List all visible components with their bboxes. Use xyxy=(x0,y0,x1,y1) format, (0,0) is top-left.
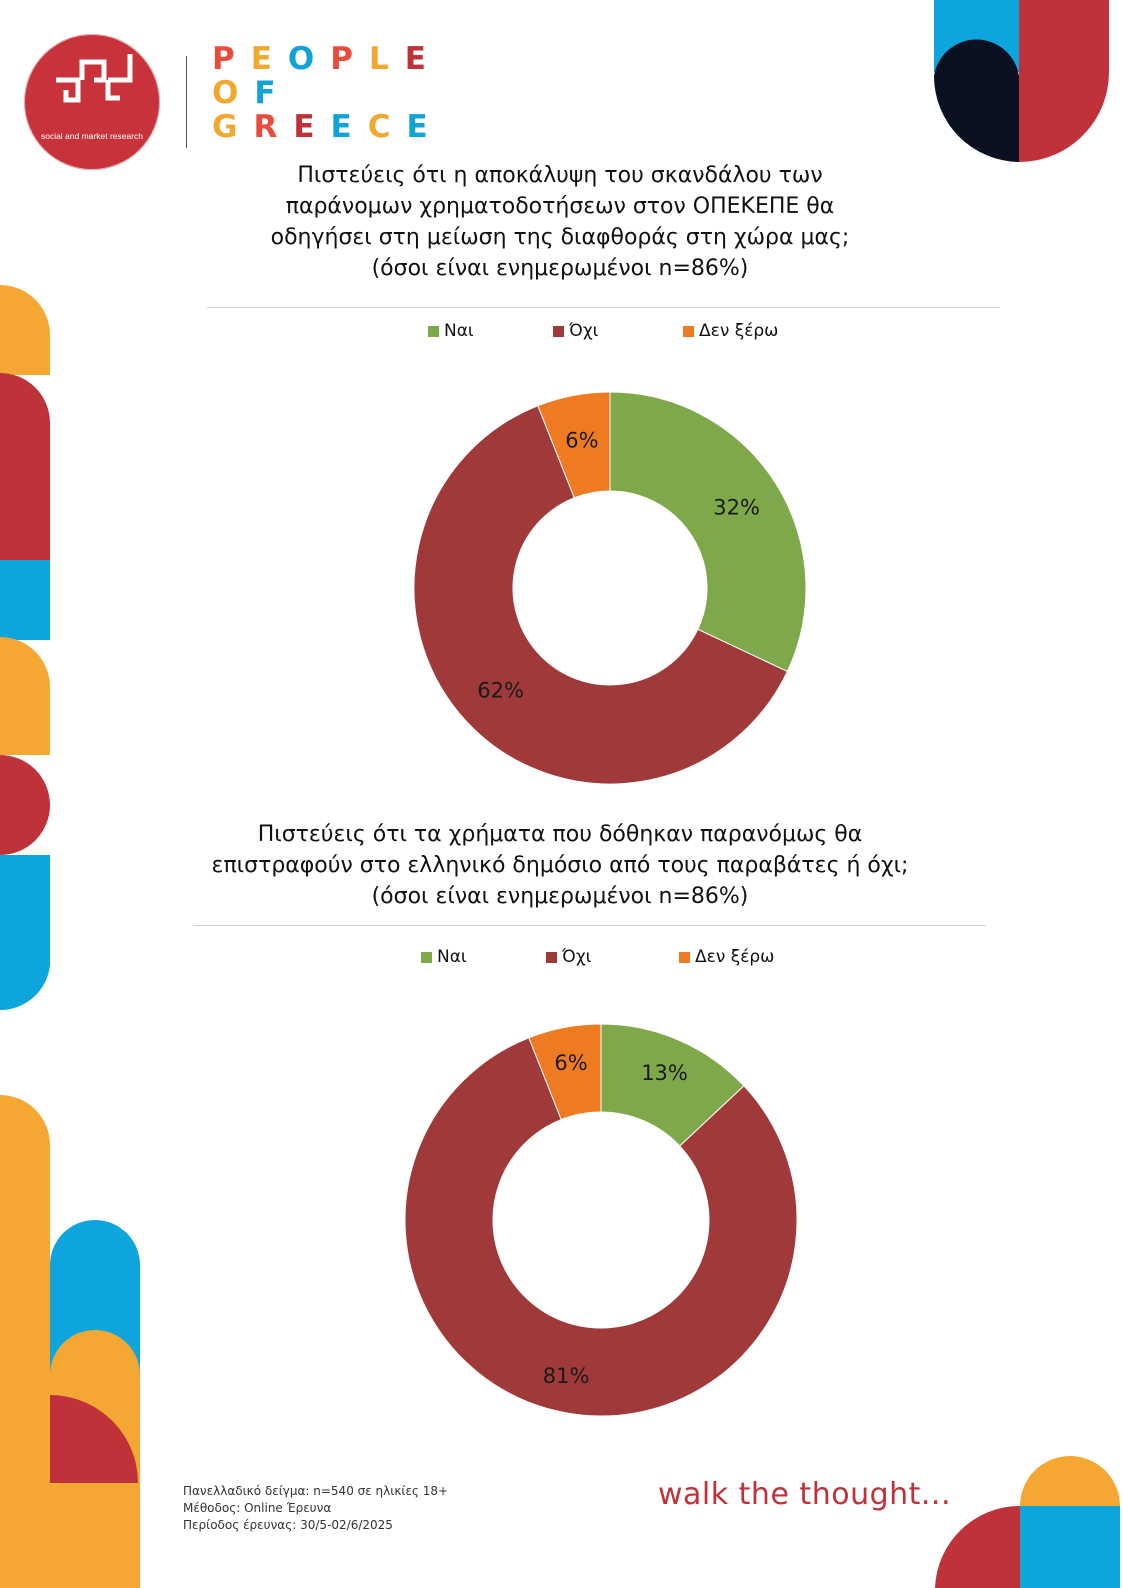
legend-item-dont-know: Δεν ξέρω xyxy=(683,321,778,341)
logo-divider xyxy=(186,56,187,148)
chart-2-divider xyxy=(193,925,986,926)
brand-name-line-3: GREECE xyxy=(212,112,444,143)
brand-letter: O xyxy=(212,75,255,111)
slice-label-no: 81% xyxy=(543,1364,590,1388)
method-note: Μέθοδος: Online Έρευνα xyxy=(183,1501,332,1515)
brand-letter: E xyxy=(250,41,288,77)
chart-1-donut: 32% 62% 6% xyxy=(413,391,807,785)
logo-mark-icon xyxy=(56,54,133,103)
brand-letter: L xyxy=(369,41,405,77)
brand-letter: E xyxy=(404,41,442,77)
decor-left-column xyxy=(0,285,50,1011)
slice-no xyxy=(404,1037,798,1417)
brand-letter: P xyxy=(330,41,370,77)
period-note: Περίοδος έρευνας: 30/5-02/6/2025 xyxy=(183,1518,393,1532)
legend-label-dont-know: Δεν ξέρω xyxy=(699,321,779,341)
decor-bottom-left xyxy=(0,1095,140,1588)
legend-label-yes: Ναι xyxy=(444,321,474,341)
survey-methodology-note: Πανελλαδικό δείγμα: n=540 σε ηλικίες 18+… xyxy=(183,1483,563,1534)
slice-dont-know xyxy=(537,391,611,499)
brand-letter: C xyxy=(367,109,407,145)
slice-label-yes: 32% xyxy=(713,496,760,520)
company-logo xyxy=(24,34,160,170)
legend-swatch-no xyxy=(553,325,564,337)
chart-2-donut: 13% 81% 6% xyxy=(404,1023,798,1417)
chart-1-divider xyxy=(207,307,1000,308)
chart-2-legend: Ναι Όχι Δεν ξέρω xyxy=(421,947,774,967)
slice-yes xyxy=(609,391,807,673)
slice-no xyxy=(413,405,789,785)
legend-label-dont-know: Δεν ξέρω xyxy=(695,947,775,967)
brand-letter: E xyxy=(330,109,368,145)
legend-label-no: Όχι xyxy=(562,947,592,967)
tagline: walk the thought... xyxy=(658,1477,952,1512)
brand-letter: R xyxy=(253,109,294,145)
legend-item-yes: Ναι xyxy=(421,947,546,967)
legend-swatch-dont-know xyxy=(683,325,694,337)
decor-bottom-right xyxy=(935,1456,1120,1588)
brand-letter: P xyxy=(212,41,251,77)
slice-label-no: 62% xyxy=(477,679,524,703)
legend-item-dont-know: Δεν ξέρω xyxy=(679,947,774,967)
sample-note: Πανελλαδικό δείγμα: n=540 σε ηλικίες 18+ xyxy=(183,1484,449,1498)
brand-letter: E xyxy=(406,109,444,145)
brand-letter: E xyxy=(293,109,331,145)
legend-label-no: Όχι xyxy=(569,321,599,341)
chart-1-legend: Ναι Όχι Δεν ξέρω xyxy=(428,321,778,341)
legend-item-no: Όχι xyxy=(546,947,679,967)
chart-2-title: Πιστεύεις ότι τα χρήματα που δόθηκαν παρ… xyxy=(211,822,909,909)
slice-dont-know xyxy=(528,1023,602,1121)
decor-top-right xyxy=(934,0,1109,162)
chart-1-title: Πιστεύεις ότι η αποκάλυψη του σκανδάλου … xyxy=(270,163,850,281)
brand-letter: F xyxy=(254,75,292,111)
legend-swatch-no xyxy=(546,951,557,963)
slice-label-dont-know: 6% xyxy=(554,1051,587,1075)
slice-label-yes: 13% xyxy=(641,1061,688,1085)
brand-letter: G xyxy=(212,109,254,145)
brand-letter: O xyxy=(287,41,331,77)
legend-item-no: Όχι xyxy=(553,321,683,341)
legend-swatch-yes xyxy=(421,951,432,963)
slice-label-dont-know: 6% xyxy=(565,429,598,453)
legend-label-yes: Ναι xyxy=(437,947,467,967)
legend-item-yes: Ναι xyxy=(428,321,553,341)
legend-swatch-yes xyxy=(428,325,439,337)
brand-name-line-1: PEOPLE xyxy=(212,44,442,75)
logo-subtitle: social and market research xyxy=(40,131,144,141)
brand-name-line-2: OF xyxy=(212,78,292,109)
legend-swatch-dont-know xyxy=(679,951,690,963)
